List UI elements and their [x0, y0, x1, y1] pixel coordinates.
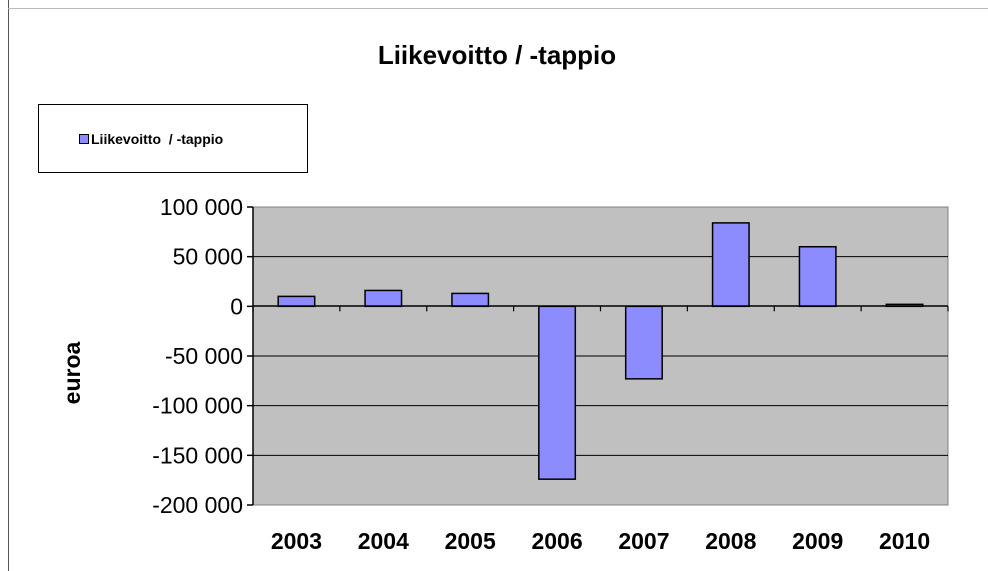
- y-axis-label: euroa: [59, 341, 85, 404]
- y-tick-label: 50 000: [173, 244, 243, 270]
- legend-label: Liikevoitto / -tappio: [91, 130, 224, 147]
- bar-2007: [624, 305, 663, 380]
- x-tick-labels: 2003 2004 2005 2006 2007 2008 2009 2010: [271, 528, 930, 554]
- y-tick-label: 0: [230, 293, 243, 319]
- y-tick-label: -50 000: [165, 343, 243, 369]
- page-left-border: [8, 0, 9, 571]
- x-tick-label: 2004: [358, 528, 409, 554]
- bar-2003: [277, 295, 316, 308]
- y-tick-label: 100 000: [160, 194, 243, 220]
- x-axis-ticks: [252, 306, 949, 312]
- bar-2004: [364, 289, 403, 308]
- y-tick-label: -200 000: [152, 492, 243, 518]
- x-tick-label: 2010: [879, 528, 930, 554]
- legend: Liikevoitto / -tappio: [38, 104, 308, 173]
- x-tick-label: 2009: [792, 528, 843, 554]
- x-tick-label: 2003: [271, 528, 322, 554]
- bars: [277, 222, 924, 480]
- gridlines: [247, 206, 948, 506]
- page-top-border: [8, 8, 988, 9]
- bar-2008: [711, 222, 750, 308]
- x-tick-label: 2006: [531, 528, 582, 554]
- bar-2006: [538, 305, 577, 480]
- x-tick-label: 2008: [705, 528, 756, 554]
- y-tick-label: -150 000: [152, 442, 243, 468]
- x-tick-label: 2007: [618, 528, 669, 554]
- bar-2005: [451, 292, 490, 308]
- y-tick-label: -100 000: [152, 393, 243, 419]
- chart-title: Liikevoitto / -tappio: [378, 40, 616, 70]
- bar-2009: [798, 245, 837, 308]
- legend-swatch: [79, 133, 89, 144]
- y-tick-labels: 100 000 50 000 0 -50 000 -100 000 -150 000 -20…: [152, 194, 243, 518]
- x-tick-label: 2005: [445, 528, 496, 554]
